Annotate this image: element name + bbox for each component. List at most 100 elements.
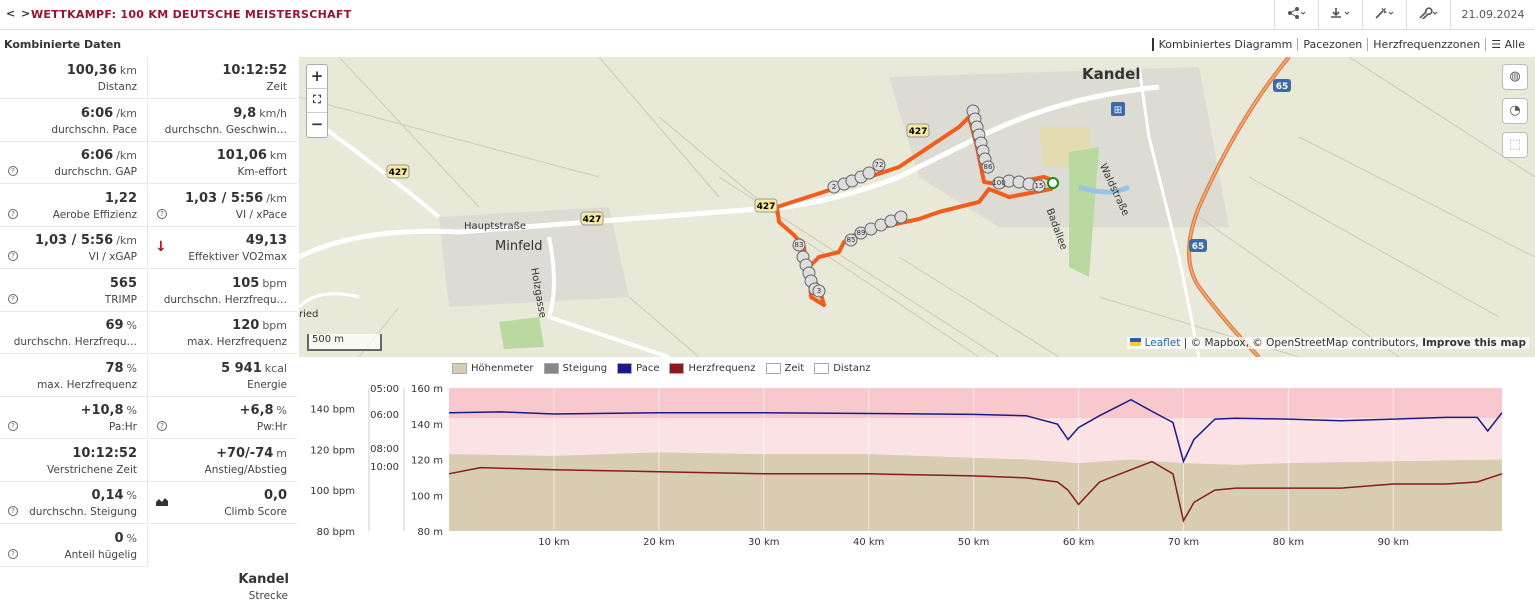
stat-unit: bpm — [262, 319, 287, 332]
pace-tick-label: 10:00 — [370, 462, 399, 473]
download-button[interactable] — [1318, 0, 1362, 29]
view-all-label: Alle — [1504, 38, 1525, 51]
pace-line — [448, 398, 1503, 464]
hr-tick-label: 80 bpm — [317, 527, 355, 538]
road-shield-427: 427 — [583, 215, 602, 225]
map-gauge-button[interactable]: ◔ — [1502, 98, 1528, 124]
stat-value: 120 bpm — [232, 318, 287, 333]
stat-label: Zeit — [266, 81, 287, 93]
stat-cell: +10,8% Pa:Hr? — [0, 397, 148, 439]
view-combined-link[interactable]: Kombiniertes Diagramm — [1151, 38, 1298, 51]
road-shield-427: 427 — [909, 127, 928, 137]
stat-value: 10:12:52 — [222, 63, 287, 78]
stat-value: 5 941 kcal — [221, 361, 287, 376]
download-icon — [1330, 8, 1349, 18]
x-tick-label: 20 km — [643, 537, 674, 548]
stat-cell: 10:12:52 Zeit — [149, 57, 297, 99]
stat-cell: 101,06 km Km-effort — [149, 142, 297, 184]
stat-number: 1,03 / 5:56 — [184, 190, 264, 206]
view-switcher: Kombiniertes Diagramm Pacezonen Herzfreq… — [1151, 38, 1530, 51]
zoom-in-button[interactable]: + — [307, 65, 327, 89]
stat-label: Climb Score — [224, 506, 287, 518]
stat-number: 1,03 / 5:56 — [34, 233, 114, 248]
view-hr-zones-link[interactable]: Herzfrequenzzonen — [1367, 38, 1485, 51]
stat-label: Distanz — [97, 81, 137, 93]
magic-icon — [1374, 7, 1393, 19]
map-street-haupt: Hauptstraße — [464, 221, 527, 232]
share-button[interactable] — [1274, 0, 1318, 29]
help-icon[interactable]: ? — [8, 293, 18, 304]
nav-arrows[interactable]: < > — [6, 7, 32, 20]
x-tick-label: 50 km — [958, 537, 989, 548]
route-map[interactable]: 83 3 2 72 86 100 15 85 89 427 427 427 427 65 65… — [299, 57, 1535, 357]
help-icon[interactable]: ? — [157, 421, 167, 431]
page-title: WETTKAMPF: 100 KM DEUTSCHE MEISTERSCHAFT — [31, 8, 352, 21]
stat-label: max. Herzfrequenz — [187, 336, 287, 348]
stat-number: 0 — [114, 530, 124, 546]
stat-unit: % — [126, 319, 137, 332]
legend-item[interactable]: Höhenmeter — [452, 363, 534, 374]
map-scale: 500 m — [307, 334, 382, 351]
area-chart-icon — [156, 498, 168, 506]
map-layers-button[interactable]: ◍ — [1502, 64, 1528, 90]
stat-cell: +70/-74 m Anstieg/Abstieg — [149, 440, 297, 482]
help-icon[interactable]: ? — [8, 506, 18, 516]
help-icon[interactable]: ? — [157, 208, 167, 219]
stat-value: 0% — [115, 531, 138, 546]
combined-chart[interactable]: 10 km 20 km 30 km 40 km 50 km 60 km 70 km 80 km… — [299, 378, 1535, 548]
x-tick-label: 30 km — [748, 537, 779, 548]
elevation-area — [449, 452, 1502, 531]
magic-button[interactable] — [1362, 0, 1406, 29]
stat-cell: 0,14% durchschn. Steigung? — [0, 482, 148, 524]
stat-unit: % — [126, 489, 137, 502]
stat-value: 9,8 km/h — [233, 106, 287, 121]
stat-number: 69 — [105, 318, 124, 333]
help-icon[interactable]: ? — [8, 166, 18, 176]
stat-value: 1,22 — [105, 191, 137, 206]
stat-value: 69% — [105, 318, 137, 333]
help-icon[interactable]: ? — [8, 421, 18, 431]
x-tick-label: 80 km — [1273, 537, 1304, 548]
train-station-icon — [1111, 102, 1125, 116]
help-icon[interactable]: ? — [8, 251, 18, 261]
svg-text:3: 3 — [817, 287, 821, 295]
stat-cell: 49,13 Effektiver VO2max ↓ — [149, 227, 297, 269]
stat-value: 1,03 / 5:56/km — [185, 191, 287, 206]
legend-item[interactable]: Pace — [617, 363, 659, 374]
help-icon[interactable]: ? — [8, 548, 18, 559]
stat-unit: bpm — [262, 276, 287, 290]
legend-item[interactable]: Herzfrequenz — [669, 363, 756, 374]
stat-value: +70/-74 m — [216, 446, 287, 461]
legend-item[interactable]: Distanz — [814, 363, 871, 374]
view-all-link[interactable]: ☰ Alle — [1485, 38, 1530, 51]
x-tick-label: 40 km — [853, 537, 884, 548]
road-shield-427: 427 — [757, 202, 776, 212]
view-pace-zones-link[interactable]: Pacezonen — [1297, 38, 1367, 51]
stat-label: max. Herzfrequenz — [37, 378, 137, 391]
leaflet-link[interactable]: Leaflet — [1144, 337, 1181, 349]
legend-item[interactable]: Steigung — [543, 363, 607, 374]
fullscreen-button[interactable]: ⛶ — [307, 89, 327, 113]
stat-label: VI / xGAP — [88, 251, 137, 263]
bounds-icon: ⬚ — [1508, 137, 1522, 152]
map-place-minfeld: Minfeld — [495, 239, 543, 254]
legend-label: Herzfrequenz — [688, 363, 756, 374]
stat-cell: 69% durchschn. Herzfrequ… — [0, 312, 148, 354]
elevation-tick-label: 120 m — [411, 456, 443, 467]
arrow-down-icon: ↓ — [155, 239, 167, 255]
zoom-out-button[interactable]: − — [310, 115, 324, 133]
svg-text:100: 100 — [992, 179, 1005, 187]
stat-label: Pa:Hr — [108, 421, 137, 433]
help-icon[interactable]: ? — [8, 208, 18, 219]
legend-swatch — [452, 363, 467, 374]
legend-swatch — [617, 363, 633, 374]
stat-label: durchschn. Herzfrequ… — [163, 293, 287, 306]
improve-map-link[interactable]: Improve this map — [1422, 337, 1526, 349]
settings-button[interactable] — [1406, 0, 1450, 29]
map-bounds-button[interactable]: ⬚ — [1502, 132, 1528, 158]
wrench-icon — [1418, 7, 1437, 21]
legend-item[interactable]: Zeit — [765, 363, 804, 374]
stat-unit: % — [276, 404, 287, 417]
stat-cell: 1,03 / 5:56/km VI / xGAP? — [0, 227, 148, 269]
legend-label: Pace — [636, 363, 660, 374]
